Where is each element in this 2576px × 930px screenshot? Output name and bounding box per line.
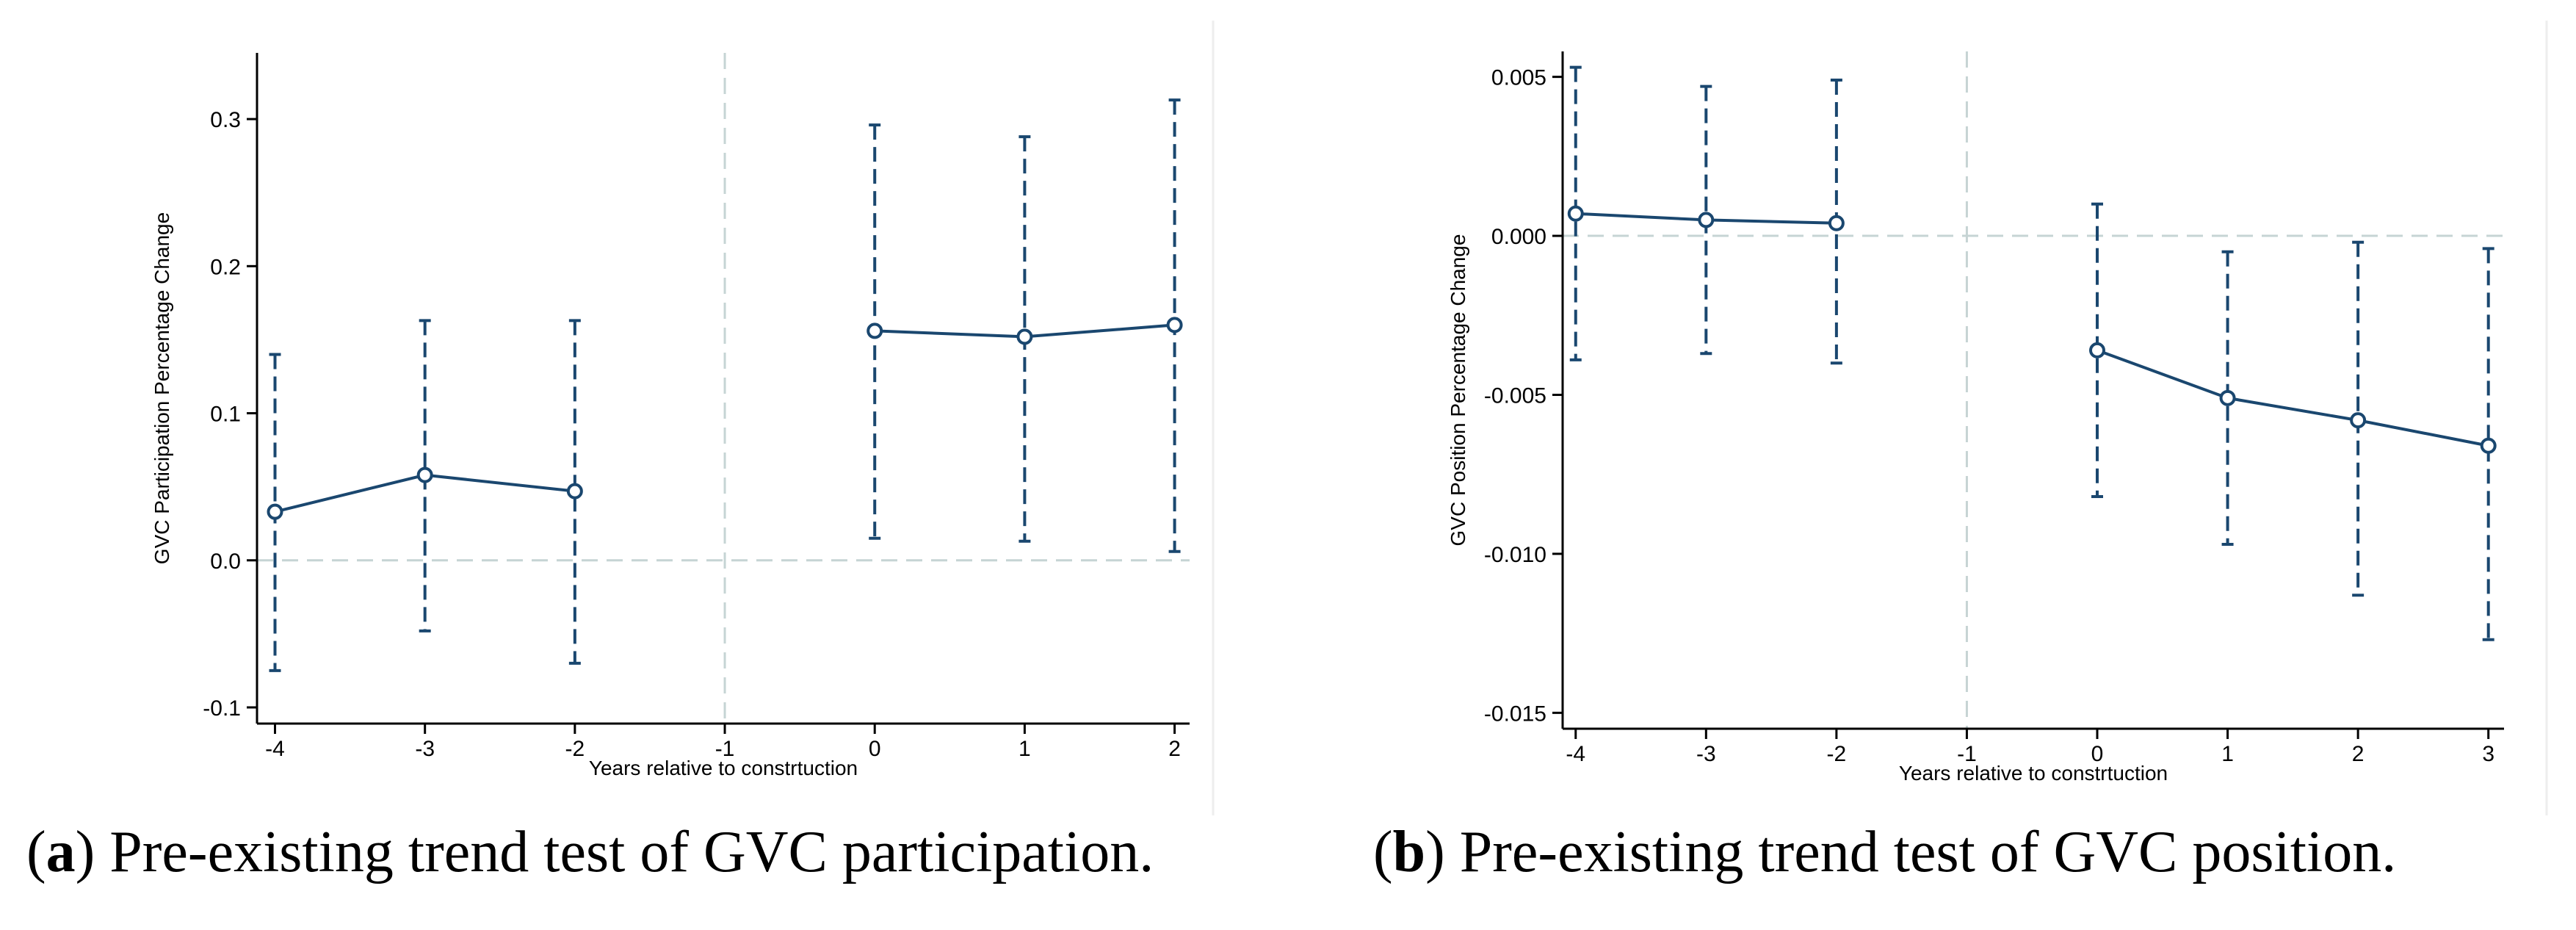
y-tick-label: -0.005 [1484,383,1546,408]
x-tick-label: 2 [2352,742,2365,766]
x-tick-label: 1 [1019,737,1031,761]
y-tick-label: 0.2 [210,255,241,279]
caption-b: (b) Pre-existing trend test of GVC posit… [1373,820,2397,884]
y-tick-label: -0.1 [203,696,241,721]
y-tick-label: 0.005 [1491,66,1546,90]
data-point [2219,389,2236,406]
x-tick-label: 3 [2482,742,2494,766]
x-tick-label: 1 [2221,742,2234,766]
data-point [2480,437,2497,454]
x-tick-label: -2 [1827,742,1847,766]
x-tick-label: 0 [869,737,881,761]
data-point [1567,205,1584,222]
y-axis-title: GVC Participation Percentage Change [151,212,173,564]
caption-a: (a) Pre-existing trend test of GVC parti… [26,820,1154,884]
x-axis-title: Years relative to constrtuction [589,757,858,779]
x-tick-label: -1 [715,737,735,761]
y-tick-label: -0.010 [1484,543,1546,567]
x-tick-label: -4 [265,737,285,761]
chart-participation: -0.1 0.0 0.1 0.2 0.3 -4 -3 -2 -1 0 1 2 Years relativ… [151,53,1190,779]
caption-b-letter: b [1392,820,1426,884]
y-tick-label: 0.0 [210,549,241,574]
caption-a-text: Pre-existing trend test of GVC participa… [109,820,1154,884]
data-point [2089,342,2106,358]
x-tick-label: -1 [1957,742,1977,766]
x-tick-label: 0 [2091,742,2104,766]
data-point [866,322,883,339]
caption-a-letter: a [46,820,76,884]
series-line [2096,349,2489,447]
y-tick-label: 0.1 [210,403,241,427]
x-tick-label: -2 [565,737,585,761]
x-tick-label: -3 [1696,742,1716,766]
data-point [1166,317,1183,334]
data-point [267,503,283,520]
data-point [566,483,583,500]
x-tick-label: -3 [415,737,435,761]
y-tick-label: 0.000 [1491,225,1546,249]
y-axis-title: GVC Position Percentage Change [1447,234,1469,547]
x-tick-label: -4 [1566,742,1585,766]
y-tick-label: -0.015 [1484,702,1546,726]
chart-position: -0.015 -0.010 -0.005 0.000 0.005 -4 -3 -2 -1 0 1 2 3… [1447,51,2504,785]
x-tick-label: 2 [1168,737,1181,761]
data-point [1698,212,1715,228]
data-point [1828,215,1845,231]
data-point [1016,328,1033,345]
data-point [416,466,433,483]
data-point [2350,412,2367,429]
x-axis-title: Years relative to constrtuction [1899,762,2168,785]
y-tick-label: 0.3 [210,108,241,132]
caption-b-text: Pre-existing trend test of GVC position. [1459,820,2397,884]
